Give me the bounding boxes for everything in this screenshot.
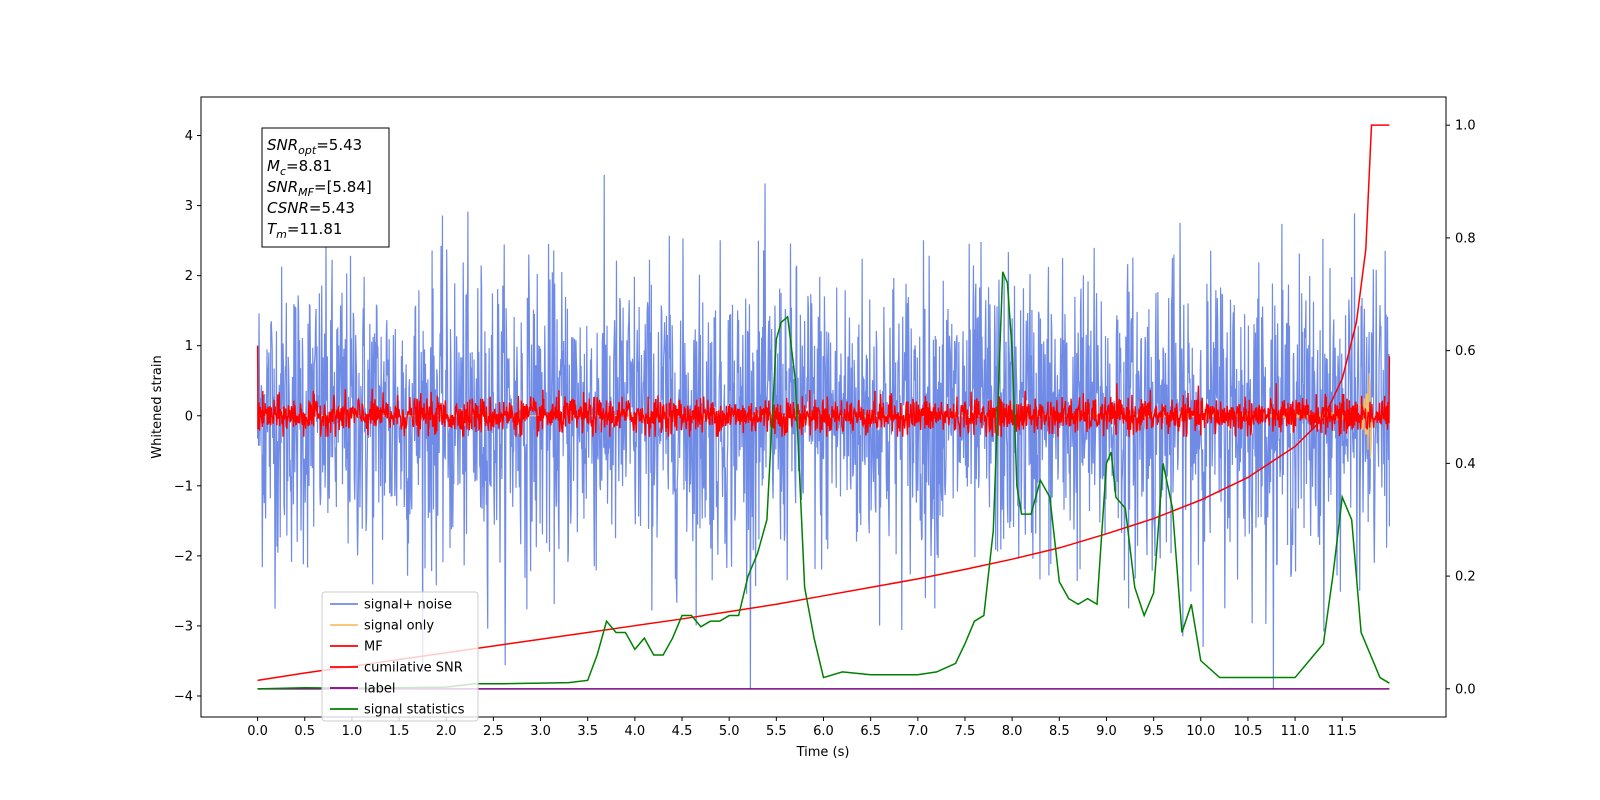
x-tick-label: 9.0 [1096, 724, 1117, 739]
y-tick-label: 3 [185, 199, 193, 214]
y-tick-label: −3 [174, 619, 193, 634]
x-tick-label: 5.5 [766, 724, 787, 739]
x-tick-label: 10.0 [1186, 724, 1215, 739]
x-tick-label: 6.5 [860, 724, 881, 739]
y-tick-label: 0 [185, 409, 193, 424]
series-line-signal-statistics [257, 271, 1390, 690]
x-tick-label: 8.5 [1049, 724, 1070, 739]
x-tick-label: 4.5 [672, 724, 693, 739]
x-tick-label: 3.0 [530, 724, 551, 739]
x-tick-label: 4.0 [625, 724, 646, 739]
x-tick-label: 0.5 [294, 724, 315, 739]
legend-frame [321, 591, 479, 722]
x-tick-label: 5.0 [719, 724, 740, 739]
x-tick-label: 1.5 [389, 724, 410, 739]
annotation-frame [261, 127, 390, 248]
y2-tick-label: 0.6 [1455, 344, 1476, 359]
x-tick-label: 11.0 [1281, 724, 1310, 739]
legend: signal+ noise signal only MF cumilative SNR… [321, 591, 479, 722]
x-tick-label: 8.0 [1002, 724, 1023, 739]
series-line-mf [256, 345, 1391, 437]
legend-entry: signal+ noise [364, 598, 452, 613]
x-tick-label: 2.5 [483, 724, 504, 739]
x-tick-label: 6.0 [813, 724, 834, 739]
annotation-line: CSNR=5.43 [267, 199, 355, 217]
x-axis-label: Time (s) [796, 745, 850, 760]
legend-entry: MF [364, 640, 383, 655]
series-line-signal-noise [256, 174, 1391, 689]
x-tick-label: 0.0 [247, 724, 268, 739]
y2-tick-label: 0.2 [1455, 570, 1476, 585]
annotation-line: SNRopt=5.43 [267, 136, 362, 157]
x-tick-label: 11.5 [1328, 724, 1357, 739]
y-tick-label: 1 [185, 339, 193, 354]
annotation-line: SNRMF=[5.84] [267, 178, 372, 199]
x-tick-label: 1.0 [342, 724, 363, 739]
x-tick-label: 7.0 [907, 724, 928, 739]
y-tick-label: 4 [185, 129, 193, 144]
y2-tick-label: 0.4 [1455, 457, 1476, 472]
annotation-line: Mc=8.81 [267, 157, 332, 178]
axes: 0.0 0.5 1.0 1.5 2.0 2.5 3.0 3.5 4.0 4.5 5.0 5.5 6.0 6… [174, 119, 1476, 739]
y2-tick-label: 1.0 [1455, 119, 1476, 134]
legend-entry: cumilative SNR [364, 661, 463, 676]
y2-tick-label: 0.0 [1455, 682, 1476, 697]
x-tick-label: 7.5 [955, 724, 976, 739]
y-axis-label: Whitened strain [150, 355, 165, 458]
legend-entry: label [364, 682, 395, 697]
y2-tick-label: 0.8 [1455, 231, 1476, 246]
x-tick-label: 2.0 [436, 724, 457, 739]
y-tick-label: −4 [174, 689, 193, 704]
y-tick-label: −1 [174, 479, 193, 494]
annotation-line: Tm=11.81 [267, 220, 342, 241]
x-tick-label: 10.5 [1233, 724, 1262, 739]
y-tick-label: 2 [185, 269, 193, 284]
x-tick-label: 9.5 [1143, 724, 1164, 739]
x-tick-label: 3.5 [577, 724, 598, 739]
y-tick-label: −2 [174, 549, 193, 564]
legend-entry: signal statistics [364, 703, 465, 718]
legend-entry: signal only [364, 619, 434, 634]
